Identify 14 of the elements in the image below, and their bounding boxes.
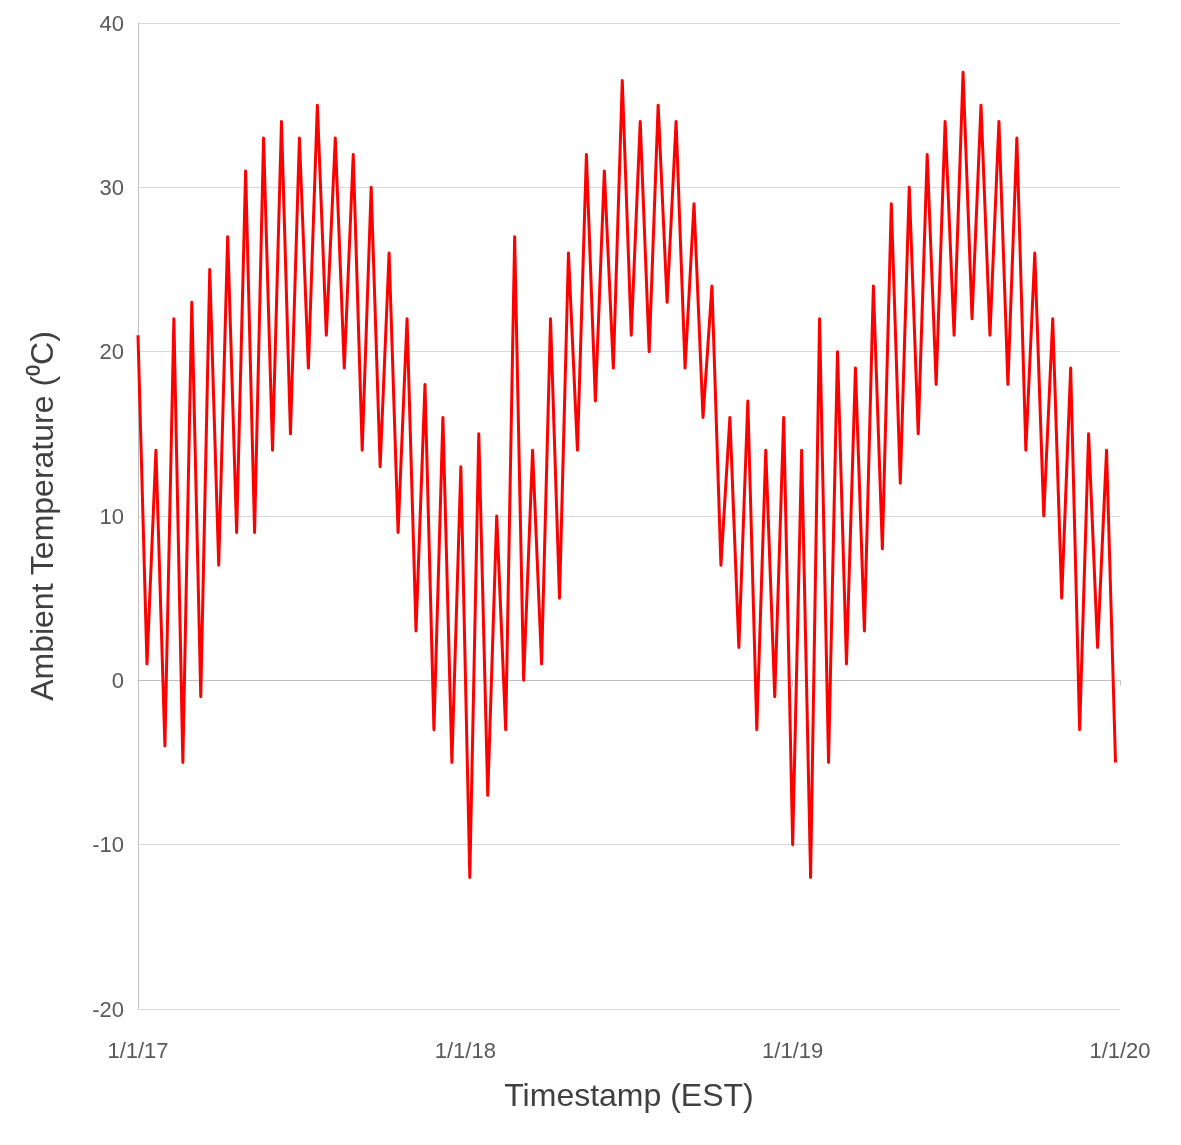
y-tick-label: 0 bbox=[111, 667, 124, 693]
y-tick-label: 20 bbox=[99, 339, 124, 365]
x-tick-label: 1/1/18 bbox=[434, 1037, 496, 1063]
y-axis-title: Ambient Temperature (⁰C) bbox=[24, 331, 60, 701]
x-tick-label: 1/1/19 bbox=[762, 1037, 824, 1063]
y-tick-label: -20 bbox=[92, 996, 124, 1022]
y-tick-label: 10 bbox=[99, 503, 124, 529]
x-tick-label: 1/1/17 bbox=[107, 1037, 169, 1063]
y-tick-label: 30 bbox=[99, 174, 124, 200]
y-tick-label: -10 bbox=[92, 832, 124, 858]
line-series bbox=[136, 70, 1118, 880]
x-tick-label: 1/1/20 bbox=[1089, 1037, 1151, 1063]
y-tick-label: 40 bbox=[99, 10, 124, 36]
x-axis-title: Timestamp (EST) bbox=[504, 1077, 754, 1113]
